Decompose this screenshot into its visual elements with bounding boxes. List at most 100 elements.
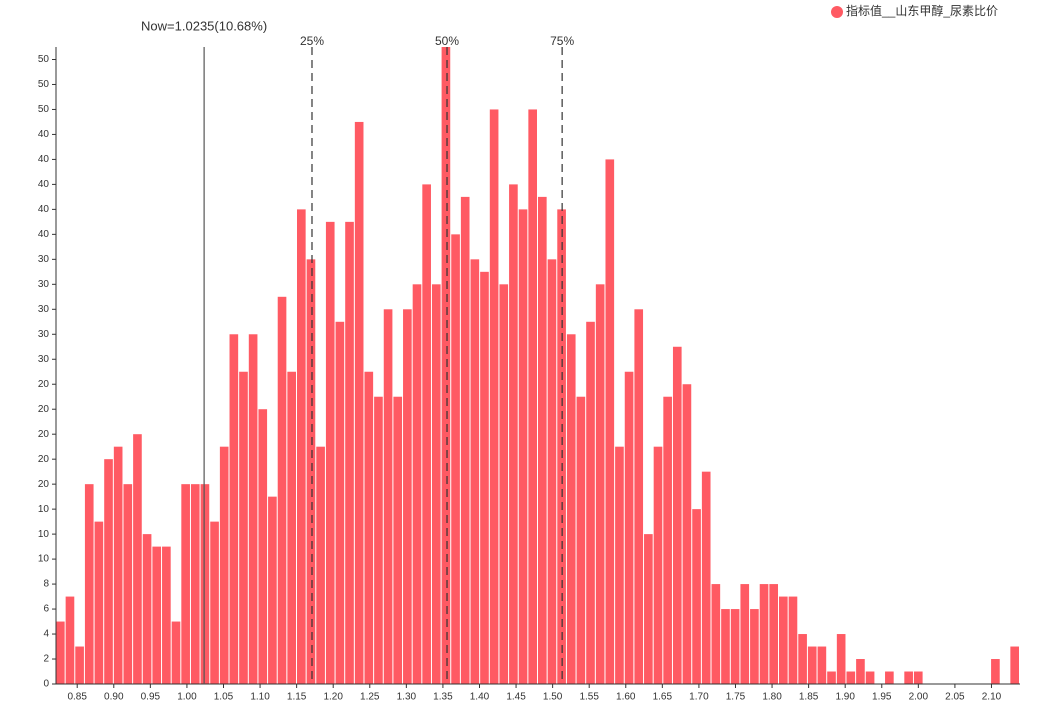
bar <box>190 484 200 684</box>
bar <box>75 646 84 684</box>
bar <box>711 584 721 684</box>
bar <box>268 496 277 684</box>
bar <box>721 609 730 684</box>
bar <box>624 371 634 684</box>
bar <box>750 609 759 684</box>
y-tick-label: 40 <box>38 229 50 240</box>
x-tick-label: 1.50 <box>543 692 563 703</box>
bar <box>740 584 750 684</box>
x-tick-label: 1.40 <box>470 692 490 703</box>
bar <box>538 196 547 684</box>
y-tick-label: 20 <box>38 479 50 490</box>
x-tick-label: 1.00 <box>177 692 197 703</box>
bar <box>547 259 557 684</box>
bar <box>335 321 345 684</box>
bar <box>219 446 229 684</box>
x-tick-label: 1.95 <box>872 692 892 703</box>
bar <box>181 484 190 684</box>
bar <box>229 334 239 684</box>
bar <box>509 184 518 684</box>
x-tick-label: 1.90 <box>835 692 855 703</box>
x-tick-label: 1.75 <box>726 692 746 703</box>
bar <box>239 371 248 684</box>
bar <box>393 396 403 684</box>
bar <box>345 221 354 685</box>
bar <box>605 159 615 685</box>
bar <box>142 534 152 684</box>
bar <box>412 284 422 684</box>
x-tick-label: 2.00 <box>909 692 929 703</box>
y-tick-label: 20 <box>38 454 50 465</box>
bar <box>856 659 865 684</box>
reference-label: 25% <box>300 34 324 48</box>
x-tick-label: 1.60 <box>616 692 636 703</box>
y-tick-label: 6 <box>43 604 49 615</box>
bar <box>200 484 210 684</box>
y-tick-label: 30 <box>38 329 50 340</box>
bar <box>133 434 142 684</box>
y-tick-label: 30 <box>38 304 50 315</box>
bar <box>807 646 817 684</box>
bar <box>431 284 441 684</box>
bar <box>557 209 566 684</box>
x-tick-label: 0.85 <box>67 692 87 703</box>
x-tick-label: 1.45 <box>506 692 526 703</box>
bar <box>364 371 374 684</box>
bar <box>682 384 692 684</box>
bar <box>480 271 489 684</box>
y-tick-label: 40 <box>38 204 50 215</box>
bar <box>827 671 836 684</box>
x-tick-label: 1.20 <box>323 692 343 703</box>
reference-label: 75% <box>550 34 574 48</box>
x-tick-label: 1.25 <box>360 692 380 703</box>
bar <box>248 334 258 684</box>
bar <box>788 596 798 684</box>
y-tick-label: 20 <box>38 379 50 390</box>
bar <box>306 259 316 684</box>
x-tick-label: 1.80 <box>762 692 782 703</box>
y-tick-label: 10 <box>38 504 50 515</box>
bar <box>576 396 586 684</box>
y-tick-label: 20 <box>38 429 50 440</box>
bar <box>104 459 113 684</box>
y-tick-label: 50 <box>38 79 50 90</box>
bar <box>991 659 1000 684</box>
x-tick-label: 1.65 <box>653 692 673 703</box>
bar <box>383 309 393 684</box>
y-tick-label: 20 <box>38 404 50 415</box>
bar <box>152 546 162 684</box>
bar <box>210 521 219 684</box>
legend-marker <box>831 6 843 18</box>
bar <box>258 409 268 684</box>
bar <box>113 446 123 684</box>
x-tick-label: 1.70 <box>689 692 709 703</box>
y-tick-label: 40 <box>38 154 50 165</box>
reference-label: 50% <box>435 34 459 48</box>
y-tick-label: 4 <box>43 629 49 640</box>
bar <box>277 296 287 684</box>
reference-label: Now=1.0235(10.68%) <box>141 18 267 33</box>
bar <box>798 634 807 684</box>
x-tick-label: 1.15 <box>287 692 307 703</box>
x-tick-label: 1.35 <box>433 692 453 703</box>
bar <box>84 484 94 684</box>
legend-label: 指标值__山东甲醇_尿素比价 <box>846 3 998 18</box>
y-tick-label: 40 <box>38 129 50 140</box>
bar <box>615 446 624 684</box>
x-tick-label: 1.55 <box>579 692 599 703</box>
bar <box>489 109 499 684</box>
bar <box>403 309 412 684</box>
x-tick-label: 2.10 <box>982 692 1002 703</box>
bar <box>94 521 104 684</box>
bar <box>460 196 470 684</box>
bar <box>1010 646 1019 684</box>
bar <box>422 184 431 684</box>
bar <box>65 596 75 684</box>
bar <box>759 584 769 684</box>
bar <box>528 109 537 684</box>
bar <box>297 209 306 684</box>
bar <box>913 671 923 684</box>
bar <box>354 121 364 685</box>
bar <box>470 259 480 684</box>
